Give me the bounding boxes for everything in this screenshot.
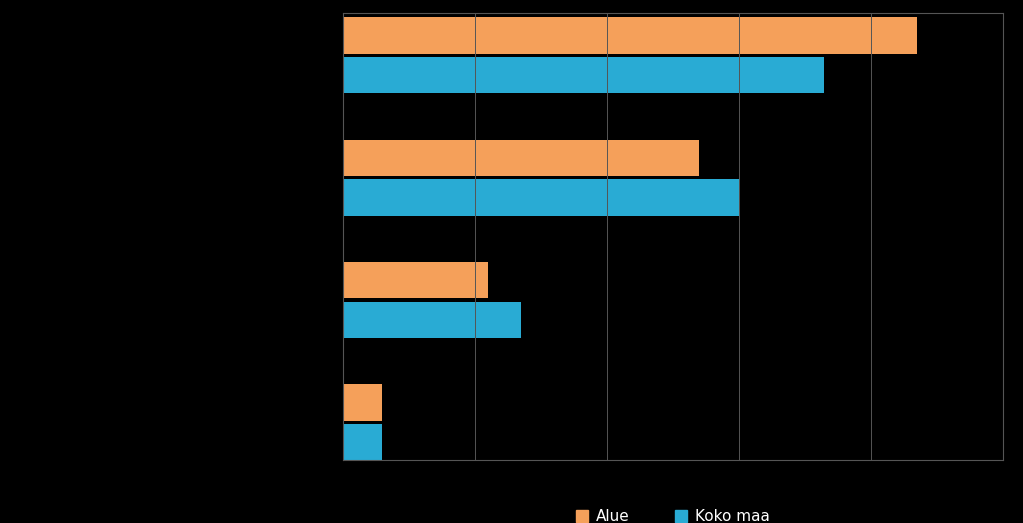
Bar (343, 384, 383, 420)
Bar (343, 424, 383, 460)
Bar (343, 302, 521, 338)
Bar (343, 179, 739, 215)
Bar (343, 140, 699, 176)
Bar (343, 57, 825, 93)
Legend: Alue, Koko maa: Alue, Koko maa (576, 509, 769, 523)
Bar (343, 17, 917, 53)
Bar (343, 262, 488, 298)
